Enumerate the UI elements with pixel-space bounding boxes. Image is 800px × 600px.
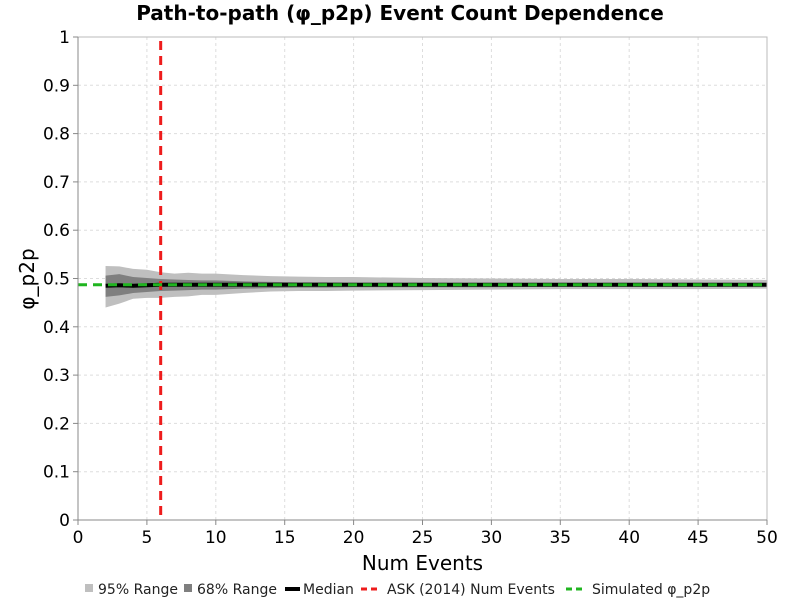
y-tick-label-2: 0.2 (43, 414, 70, 434)
y-tick-label-5: 0.5 (43, 270, 70, 290)
legend-label-4: Simulated φ_p2p (592, 582, 710, 598)
x-tick-label-0: 0 (73, 528, 84, 548)
x-tick-label-1: 5 (141, 528, 152, 548)
y-tick-label-1: 0.1 (43, 463, 70, 483)
legend-label-1: 68% Range (197, 582, 277, 598)
legend-label-2: Median (303, 582, 354, 598)
x-tick-label-9: 45 (687, 528, 709, 548)
x-tick-label-6: 30 (481, 528, 503, 548)
x-tick-label-10: 50 (756, 528, 778, 548)
y-tick-label-3: 0.3 (43, 366, 70, 386)
legend-swatch-1 (184, 584, 192, 592)
y-axis-label: φ_p2p (15, 248, 39, 309)
y-tick-label-10: 1 (59, 28, 70, 48)
x-tick-label-8: 40 (618, 528, 640, 548)
x-axis-label: Num Events (362, 551, 483, 575)
x-tick-label-3: 15 (274, 528, 296, 548)
y-tick-label-7: 0.7 (43, 173, 70, 193)
x-tick-label-4: 20 (343, 528, 365, 548)
y-tick-label-9: 0.9 (43, 76, 70, 96)
chart-title: Path-to-path (φ_p2p) Event Count Depende… (136, 1, 664, 25)
y-tick-label-8: 0.8 (43, 125, 70, 145)
x-tick-label-7: 35 (549, 528, 571, 548)
plot-area: 0 5 10 15 20 25 30 35 40 45 50 0 0.1 0.2 0.3 0.4 0.5 0.6 0… (43, 28, 778, 548)
legend-label-3: ASK (2014) Num Events (387, 582, 555, 598)
y-tick-label-6: 0.6 (43, 221, 70, 241)
y-tick-label-4: 0.4 (43, 318, 70, 338)
legend-label-0: 95% Range (98, 582, 178, 598)
legend-swatch-0 (85, 584, 93, 592)
x-tick-label-5: 25 (412, 528, 434, 548)
x-tick-label-2: 10 (205, 528, 227, 548)
y-tick-label-0: 0 (59, 511, 70, 531)
legend: 95% Range 68% Range Median ASK (2014) Num E… (85, 582, 710, 598)
